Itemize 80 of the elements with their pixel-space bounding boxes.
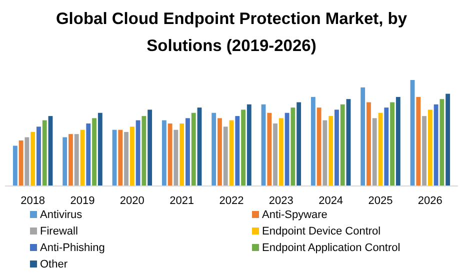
x-tick-label: 2022 [219,195,244,207]
bar [273,123,278,186]
bar [223,126,228,186]
bar [148,110,152,186]
legend-label: Endpoint Device Control [262,226,381,238]
x-tick-label: 2019 [70,195,95,207]
bar [434,104,438,186]
legend-label: Anti-Spyware [262,209,328,221]
bar [310,96,316,186]
bar [378,112,383,186]
legend-label: Antivirus [40,209,83,221]
legend-label: Other [40,258,68,270]
bar [48,116,53,186]
bar [42,120,47,186]
bar [80,130,85,186]
chart-title: Global Cloud Endpoint Protection Market, by Solutions (2019-2026) [56,10,408,55]
bar [410,80,415,186]
bar [168,123,172,186]
bar [136,120,140,186]
bar [372,118,377,186]
bar [218,118,222,186]
x-tick-label: 2021 [170,195,194,207]
bar [191,112,196,186]
bar [334,110,339,186]
x-tick-label: 2018 [20,195,46,207]
bar [212,112,216,186]
bar [267,112,272,186]
bar [360,87,366,186]
bar [229,120,234,186]
bar [112,130,117,186]
bar [340,104,345,186]
bar [180,123,184,186]
x-tick-label: 2025 [368,195,393,207]
bar [118,130,123,186]
bar [246,104,252,186]
bar [261,104,266,186]
bar [98,112,102,186]
bar [346,99,351,186]
bar [446,94,450,186]
bar [422,116,426,186]
bar [174,130,178,186]
bar [36,126,41,186]
bar [74,134,79,186]
bar [428,110,432,186]
bar [316,108,322,186]
bar [284,112,290,186]
bar [68,134,73,186]
bar [30,132,36,186]
x-tick-label: 2023 [268,195,294,207]
bar [390,102,394,186]
legend-label: Firewall [40,226,78,238]
bar [396,96,400,186]
bar [322,120,328,186]
bar [241,110,246,186]
bar [235,116,240,186]
bar [440,99,444,186]
bar [62,137,68,186]
bar [130,126,134,186]
legend-label: Anti-Phishing [40,242,105,254]
bar [92,118,96,186]
x-tick-label: 2026 [418,195,442,207]
bar [124,132,128,186]
bar [86,123,91,186]
x-tick-label: 2024 [318,195,344,207]
bar [18,140,24,186]
legend-label: Endpoint Application Control [262,242,400,254]
bar [186,118,190,186]
bar [328,116,334,186]
bar [278,118,284,186]
bar [366,102,371,186]
x-tick-label: 2020 [120,195,144,207]
bar [162,120,166,186]
bar [416,96,421,186]
bar [24,137,30,186]
bar [142,116,146,186]
bar [384,108,389,186]
bar [12,146,18,186]
bar [197,108,202,186]
bar [296,102,302,186]
bar [290,108,296,186]
